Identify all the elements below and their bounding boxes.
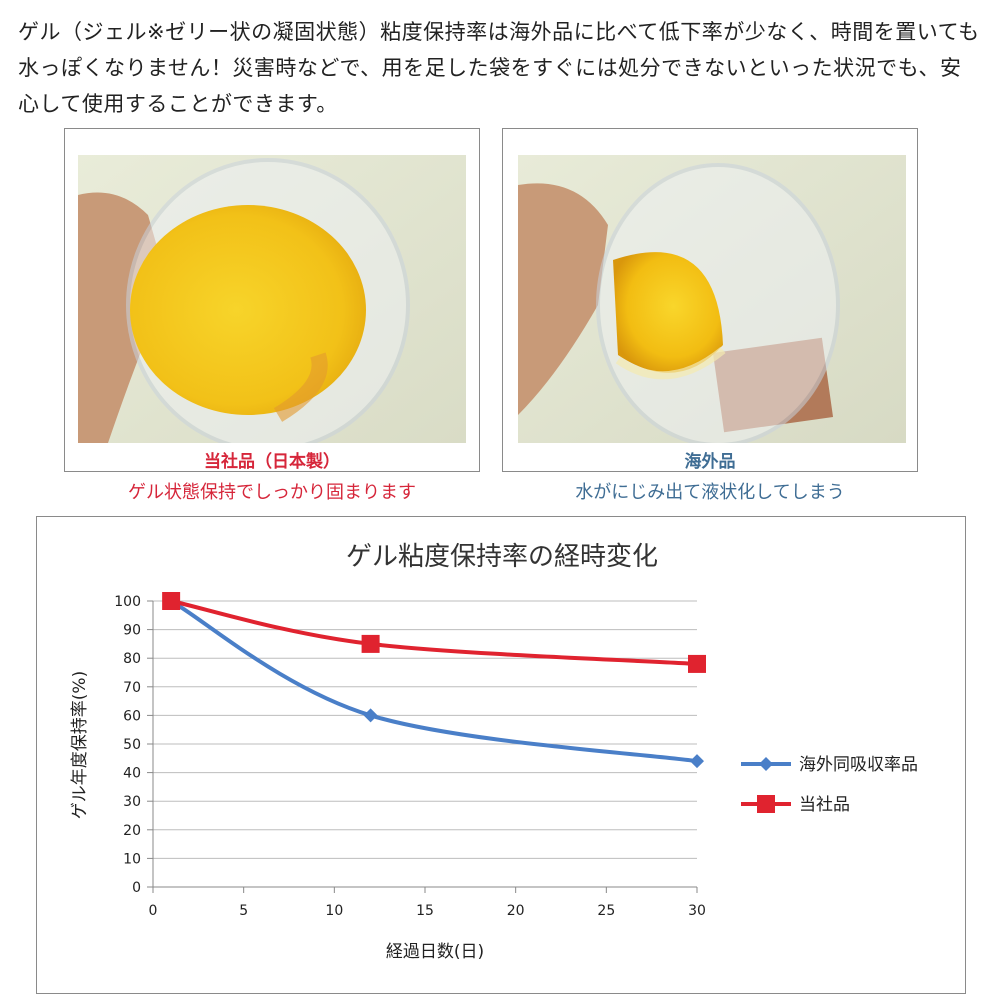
cup-gel-illustration bbox=[78, 155, 466, 443]
photo-card-foreign-product: 海外品 bbox=[502, 128, 918, 472]
y-tick-label: 100 bbox=[114, 594, 141, 610]
data-point bbox=[363, 708, 378, 723]
y-tick-label: 0 bbox=[132, 880, 141, 896]
series-line bbox=[170, 599, 698, 666]
x-tick-label: 30 bbox=[688, 903, 706, 919]
line-chart: ゲル粘度保持率の経時変化 0 10 20 30 40 50 60 70 80 90 100 0 5 10 1… bbox=[70, 542, 918, 962]
x-tick-label: 15 bbox=[416, 903, 434, 919]
x-tick-label: 25 bbox=[597, 903, 615, 919]
data-point bbox=[690, 754, 704, 769]
series-line bbox=[170, 599, 698, 764]
chart-title: ゲル粘度保持率の経時変化 bbox=[346, 542, 658, 572]
photo-card-own-product: 当社品（日本製） bbox=[64, 128, 480, 472]
y-axis-title: ゲル年度保持率(%) bbox=[70, 671, 90, 819]
y-tick-label: 60 bbox=[123, 708, 141, 724]
y-tick-label: 10 bbox=[123, 851, 141, 867]
x-tick-label: 5 bbox=[239, 903, 248, 919]
own-product-caption: ゲル状態保持でしっかり固まります bbox=[128, 482, 416, 503]
cup-liquid-illustration bbox=[518, 155, 906, 443]
data-point bbox=[361, 634, 380, 653]
y-tick-label: 90 bbox=[123, 623, 141, 639]
photo-own-product-gel bbox=[78, 155, 466, 443]
y-tick-label: 80 bbox=[123, 651, 141, 667]
y-tick-label: 20 bbox=[123, 823, 141, 839]
axis-layer: 0 10 20 30 40 50 60 70 80 90 100 0 5 10 15 20 25 30 bbox=[114, 594, 706, 919]
legend-marker bbox=[757, 795, 775, 813]
x-tick-label: 0 bbox=[149, 903, 158, 919]
y-tick-label: 40 bbox=[123, 766, 141, 782]
y-tick-label: 30 bbox=[123, 794, 141, 810]
legend-label: 当社品 bbox=[799, 795, 850, 815]
data-point bbox=[688, 654, 706, 673]
legend-item: 当社品 bbox=[741, 795, 850, 815]
y-tick-label: 70 bbox=[123, 680, 141, 696]
legend-label: 海外同吸収率品 bbox=[799, 755, 918, 775]
legend-marker bbox=[759, 757, 773, 771]
intro-paragraph: ゲル（ジェル※ゼリー状の凝固状態）粘度保持率は海外品に比べて低下率が少なく、時間… bbox=[18, 20, 980, 116]
foreign-product-caption: 水がにじみ出て液状化してしまう bbox=[575, 482, 845, 503]
photo-foreign-product-gel bbox=[518, 155, 906, 443]
series-layer bbox=[162, 592, 706, 769]
own-product-label: 当社品（日本製） bbox=[204, 452, 340, 472]
y-tick-label: 50 bbox=[123, 737, 141, 753]
legend-item: 海外同吸収率品 bbox=[741, 755, 918, 775]
x-tick-label: 10 bbox=[325, 903, 343, 919]
data-point bbox=[162, 592, 181, 610]
chart-frame: ゲル粘度保持率の経時変化 0 10 20 30 40 50 60 70 80 90 100 0 5 10 1… bbox=[36, 516, 966, 994]
foreign-product-label: 海外品 bbox=[684, 452, 736, 472]
series-1 bbox=[162, 592, 706, 673]
x-axis-title: 経過日数(日) bbox=[386, 942, 484, 962]
x-tick-label: 20 bbox=[507, 903, 525, 919]
